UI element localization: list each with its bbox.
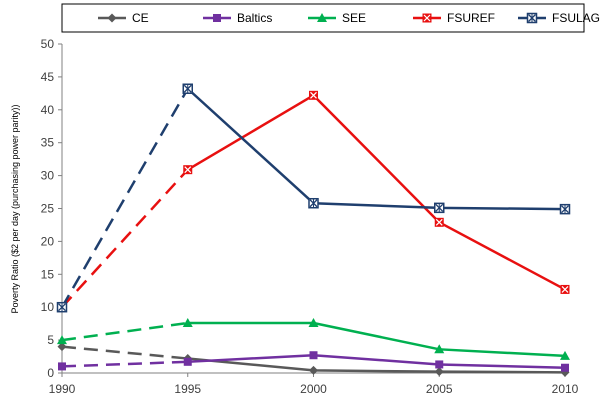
legend-item-baltics: Baltics: [203, 11, 272, 25]
axes: 0 5 10 15 20 25 30 35 40 45 50 1990 1995 2000 2005 2010: [41, 37, 579, 396]
series-fsuref-line: [187, 94, 566, 291]
series-see-dashed-segment: [61, 321, 188, 342]
series-fsuref-dashed-segment: [61, 168, 189, 309]
legend-swatch-marker: [107, 13, 117, 23]
series-fsulag-dashed-segment: [60, 88, 189, 308]
series-fsulag-point: [182, 83, 193, 94]
y-tick-label: 25: [41, 202, 55, 216]
series-ce-dashed-segment: [61, 345, 188, 360]
y-tick-label: 30: [41, 169, 55, 183]
y-axis-label: Poverty Ratio ($2 per day (purchasing po…: [10, 104, 20, 313]
series-see-point: [57, 335, 67, 345]
y-tick-label: 15: [41, 267, 55, 281]
series-baltics-point: [435, 360, 444, 369]
series-ce-point: [434, 367, 444, 377]
series-fsulag-point: [308, 197, 319, 209]
series-see-point: [182, 317, 193, 327]
y-tick-label: 50: [41, 37, 55, 51]
series-fsuref-point: [434, 217, 444, 227]
series-fsulag-point: [559, 203, 571, 215]
y-tick-label: 40: [41, 103, 55, 117]
series-baltics-point: [183, 357, 192, 366]
series-baltics-dashed-segment: [61, 360, 188, 368]
x-tick-label: 1995: [174, 382, 201, 396]
y-tick-label: 5: [47, 333, 54, 347]
series-fsulag-point: [434, 202, 445, 214]
series-see-line: [187, 321, 566, 358]
legend-swatch-marker: [317, 13, 327, 22]
series-see-point: [434, 344, 445, 354]
series-baltics-point: [561, 363, 569, 372]
legend-label: SEE: [342, 11, 366, 25]
y-tick-label: 45: [41, 70, 55, 84]
y-tick-label: 0: [47, 366, 54, 380]
series-baltics-point: [309, 351, 318, 360]
series-fsuref-point: [309, 90, 318, 100]
series-see-point: [308, 317, 319, 327]
legend-swatch-marker: [213, 14, 221, 22]
series-ce-point: [309, 365, 318, 375]
y-tick-label: 10: [41, 300, 55, 314]
series-fsulag: [56, 83, 571, 313]
series-see: [57, 317, 570, 360]
legend-item-see: SEE: [308, 11, 366, 25]
legend-label: FSULAG: [552, 11, 600, 25]
series-fsuref-point: [560, 284, 570, 294]
legend-item-fsulag: FSULAG: [518, 11, 600, 25]
series-see-point: [560, 350, 570, 360]
series-ce: [57, 342, 570, 377]
y-tick-label: 20: [41, 234, 55, 248]
x-tick-label: 2010: [552, 382, 579, 396]
series-ce-line: [187, 357, 566, 374]
series-fsulag-line: [186, 87, 566, 211]
legend-label: FSUREF: [447, 11, 495, 25]
y-tick-label: 35: [41, 136, 55, 150]
legend-item-ce: CE: [98, 11, 149, 25]
series-baltics-line: [187, 353, 566, 369]
legend: CE Baltics SEE FSUREF FSULAG: [61, 3, 600, 33]
series-baltics: [58, 351, 569, 372]
x-tick-label: 2005: [426, 382, 453, 396]
series-group: [56, 83, 571, 377]
legend-swatch-marker: [422, 13, 432, 23]
series-fsuref-point: [183, 165, 193, 175]
x-tick-label: 1990: [49, 382, 76, 396]
legend-item-fsuref: FSUREF: [413, 11, 495, 25]
legend-swatch-marker: [526, 12, 538, 24]
series-ce-point: [57, 342, 67, 352]
legend-label: Baltics: [237, 11, 272, 25]
series-baltics-point: [58, 362, 66, 371]
series-fsulag-point: [56, 301, 68, 313]
x-tick-label: 2000: [300, 382, 327, 396]
legend-label: CE: [132, 11, 149, 25]
